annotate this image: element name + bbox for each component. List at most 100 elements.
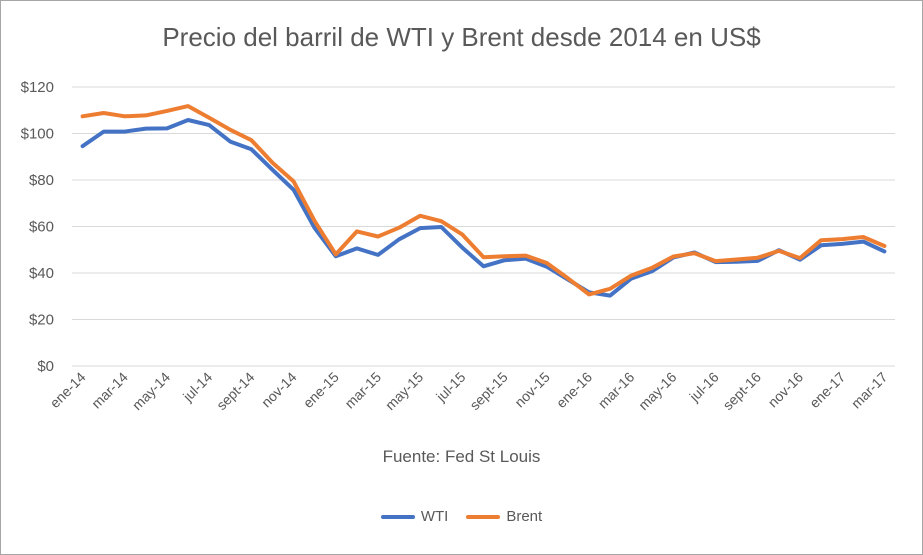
data-point-brent [820, 239, 823, 242]
x-tick-label: ene-14 [47, 369, 89, 411]
x-tick-label: ene-16 [553, 369, 595, 411]
data-point-brent [799, 257, 802, 260]
data-point-brent [250, 139, 253, 142]
chart-legend: WTI Brent [0, 508, 923, 525]
data-point-brent [630, 274, 633, 277]
y-tick-label: $20 [29, 312, 54, 329]
y-tick-label: $120 [21, 79, 54, 96]
data-point-wti [756, 259, 759, 262]
data-point-brent [524, 254, 527, 257]
data-point-wti [398, 238, 401, 241]
data-point-brent [714, 260, 717, 263]
x-tick-label: may-16 [635, 369, 679, 413]
legend-swatch-wti [380, 514, 415, 519]
series-line-wti [80, 118, 887, 298]
x-tick-label: sept-15 [466, 369, 510, 413]
data-point-brent [503, 255, 506, 258]
legend-item-brent: Brent [466, 508, 542, 525]
data-point-brent [398, 226, 401, 229]
data-point-brent [461, 233, 464, 236]
data-point-wti [419, 227, 422, 230]
data-point-wti [355, 247, 358, 250]
data-point-wti [376, 253, 379, 256]
y-tick-label: $100 [21, 126, 54, 143]
x-tick-label: ene-17 [806, 369, 848, 411]
data-point-brent [756, 256, 759, 259]
x-tick-label: mar-15 [341, 369, 384, 412]
legend-label-brent: Brent [506, 508, 543, 525]
data-point-wti [250, 148, 253, 151]
data-point-brent [693, 252, 696, 255]
data-point-brent [376, 235, 379, 238]
data-point-wti [862, 240, 865, 243]
legend-label-wti: WTI [420, 508, 449, 525]
data-point-brent [841, 238, 844, 241]
chart-source-note: Fuente: Fed St Louis [382, 447, 541, 466]
x-tick-label: mar-14 [88, 369, 131, 412]
x-tick-label: jul-15 [432, 369, 468, 405]
data-point-wti [123, 130, 126, 133]
data-point-wti [609, 294, 612, 297]
x-tick-label: mar-16 [595, 369, 638, 412]
data-point-brent [777, 249, 780, 252]
data-point-wti [165, 127, 168, 130]
data-point-brent [334, 253, 337, 256]
data-point-wti [208, 124, 211, 127]
data-point-wti [187, 119, 190, 122]
data-point-brent [102, 112, 105, 115]
x-tick-label: ene-15 [300, 369, 342, 411]
data-point-wti [841, 242, 844, 245]
data-point-brent [440, 220, 443, 223]
data-point-wti [820, 244, 823, 247]
data-point-wti [144, 127, 147, 130]
data-point-brent [588, 293, 591, 296]
data-point-brent [123, 115, 126, 118]
data-point-brent [165, 109, 168, 112]
data-point-brent [735, 258, 738, 261]
x-tick-label: sept-16 [720, 369, 764, 413]
x-tick-label: nov-16 [765, 369, 807, 411]
data-point-brent [862, 235, 865, 238]
data-point-brent [355, 230, 358, 233]
data-point-wti [461, 246, 464, 249]
y-tick-label: $40 [29, 265, 54, 282]
data-point-brent [545, 262, 548, 265]
x-tick-label: sept-14 [213, 369, 257, 413]
data-point-wti [229, 140, 232, 143]
data-point-wti [102, 130, 105, 133]
y-tick-label: $0 [37, 358, 54, 375]
data-point-brent [566, 277, 569, 280]
series-line-brent [80, 104, 887, 297]
data-point-wti [292, 188, 295, 191]
data-point-brent [292, 180, 295, 183]
data-point-brent [609, 287, 612, 290]
data-point-brent [419, 214, 422, 217]
y-tick-label: $80 [29, 172, 54, 189]
x-tick-label: jul-16 [686, 369, 722, 405]
data-point-wti [440, 225, 443, 228]
data-point-brent [672, 255, 675, 258]
x-tick-label: jul-14 [179, 369, 215, 405]
data-point-brent [482, 256, 485, 259]
legend-item-wti: WTI [380, 508, 449, 525]
data-point-brent [229, 128, 232, 131]
x-tick-label: may-15 [382, 369, 426, 413]
data-point-brent [651, 266, 654, 269]
data-point-wti [883, 250, 886, 253]
chart-title: Precio del barril de WTI y Brent desde 2… [162, 22, 761, 52]
data-point-wti [81, 145, 84, 148]
x-tick-label: nov-15 [511, 369, 553, 411]
data-point-wti [482, 265, 485, 268]
x-tick-label: mar-17 [848, 369, 891, 412]
data-point-wti [271, 168, 274, 171]
data-point-brent [313, 220, 316, 223]
x-tick-label: may-14 [129, 369, 173, 413]
x-tick-label: nov-14 [258, 369, 300, 411]
y-tick-label: $60 [29, 219, 54, 236]
data-point-brent [883, 245, 886, 248]
data-point-brent [81, 115, 84, 118]
data-point-brent [187, 105, 190, 108]
data-point-brent [208, 116, 211, 119]
data-point-wti [313, 227, 316, 230]
